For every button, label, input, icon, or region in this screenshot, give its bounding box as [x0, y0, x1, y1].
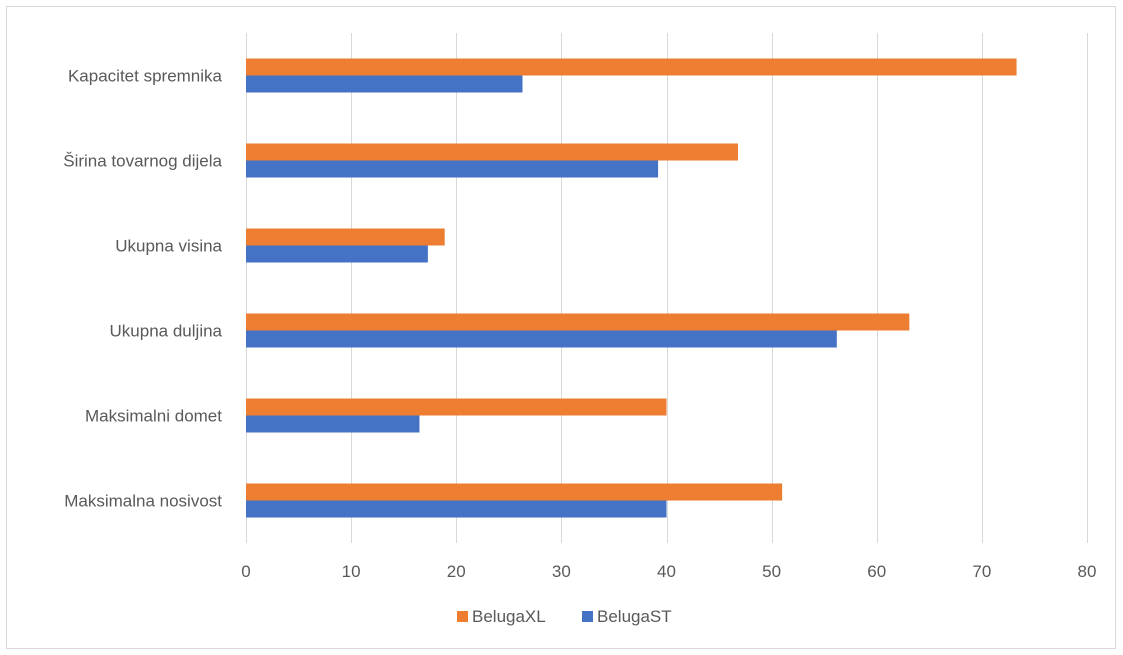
x-tick-label: 80 — [1078, 562, 1097, 581]
bar-belugast-1 — [246, 415, 420, 433]
legend-entry-belugast: BelugaST — [597, 607, 672, 626]
category-label: Maksimalni domet — [85, 407, 222, 426]
x-tick-label: 60 — [867, 562, 886, 581]
bar-belugast-0 — [246, 500, 667, 518]
bar-belugaxl-5 — [246, 58, 1017, 76]
category-label: Ukupna duljina — [110, 322, 223, 341]
category-label: Kapacitet spremnika — [68, 67, 223, 86]
bar-belugaxl-0 — [246, 483, 783, 501]
x-tick-label: 0 — [241, 562, 250, 581]
x-tick-label: 70 — [972, 562, 991, 581]
x-tick-label: 10 — [342, 562, 361, 581]
x-tick-label: 20 — [447, 562, 466, 581]
bar-belugaxl-2 — [246, 313, 910, 331]
bar-belugast-3 — [246, 245, 428, 263]
x-tick-label: 40 — [657, 562, 676, 581]
category-label: Maksimalna nosivost — [64, 492, 222, 511]
bar-belugaxl-1 — [246, 398, 667, 416]
category-label: Širina tovarnog dijela — [63, 152, 222, 171]
x-tick-label: 50 — [762, 562, 781, 581]
legend-swatch-belugaxl — [457, 611, 468, 622]
bar-belugaxl-3 — [246, 228, 445, 246]
legend-entry-belugaxl: BelugaXL — [472, 607, 546, 626]
bar-belugast-5 — [246, 75, 523, 93]
legend-swatch-belugast — [582, 611, 593, 622]
category-label: Ukupna visina — [115, 237, 222, 256]
bar-belugast-4 — [246, 160, 659, 178]
x-tick-label: 30 — [552, 562, 571, 581]
bar-belugaxl-4 — [246, 143, 738, 161]
bar-belugast-2 — [246, 330, 837, 348]
